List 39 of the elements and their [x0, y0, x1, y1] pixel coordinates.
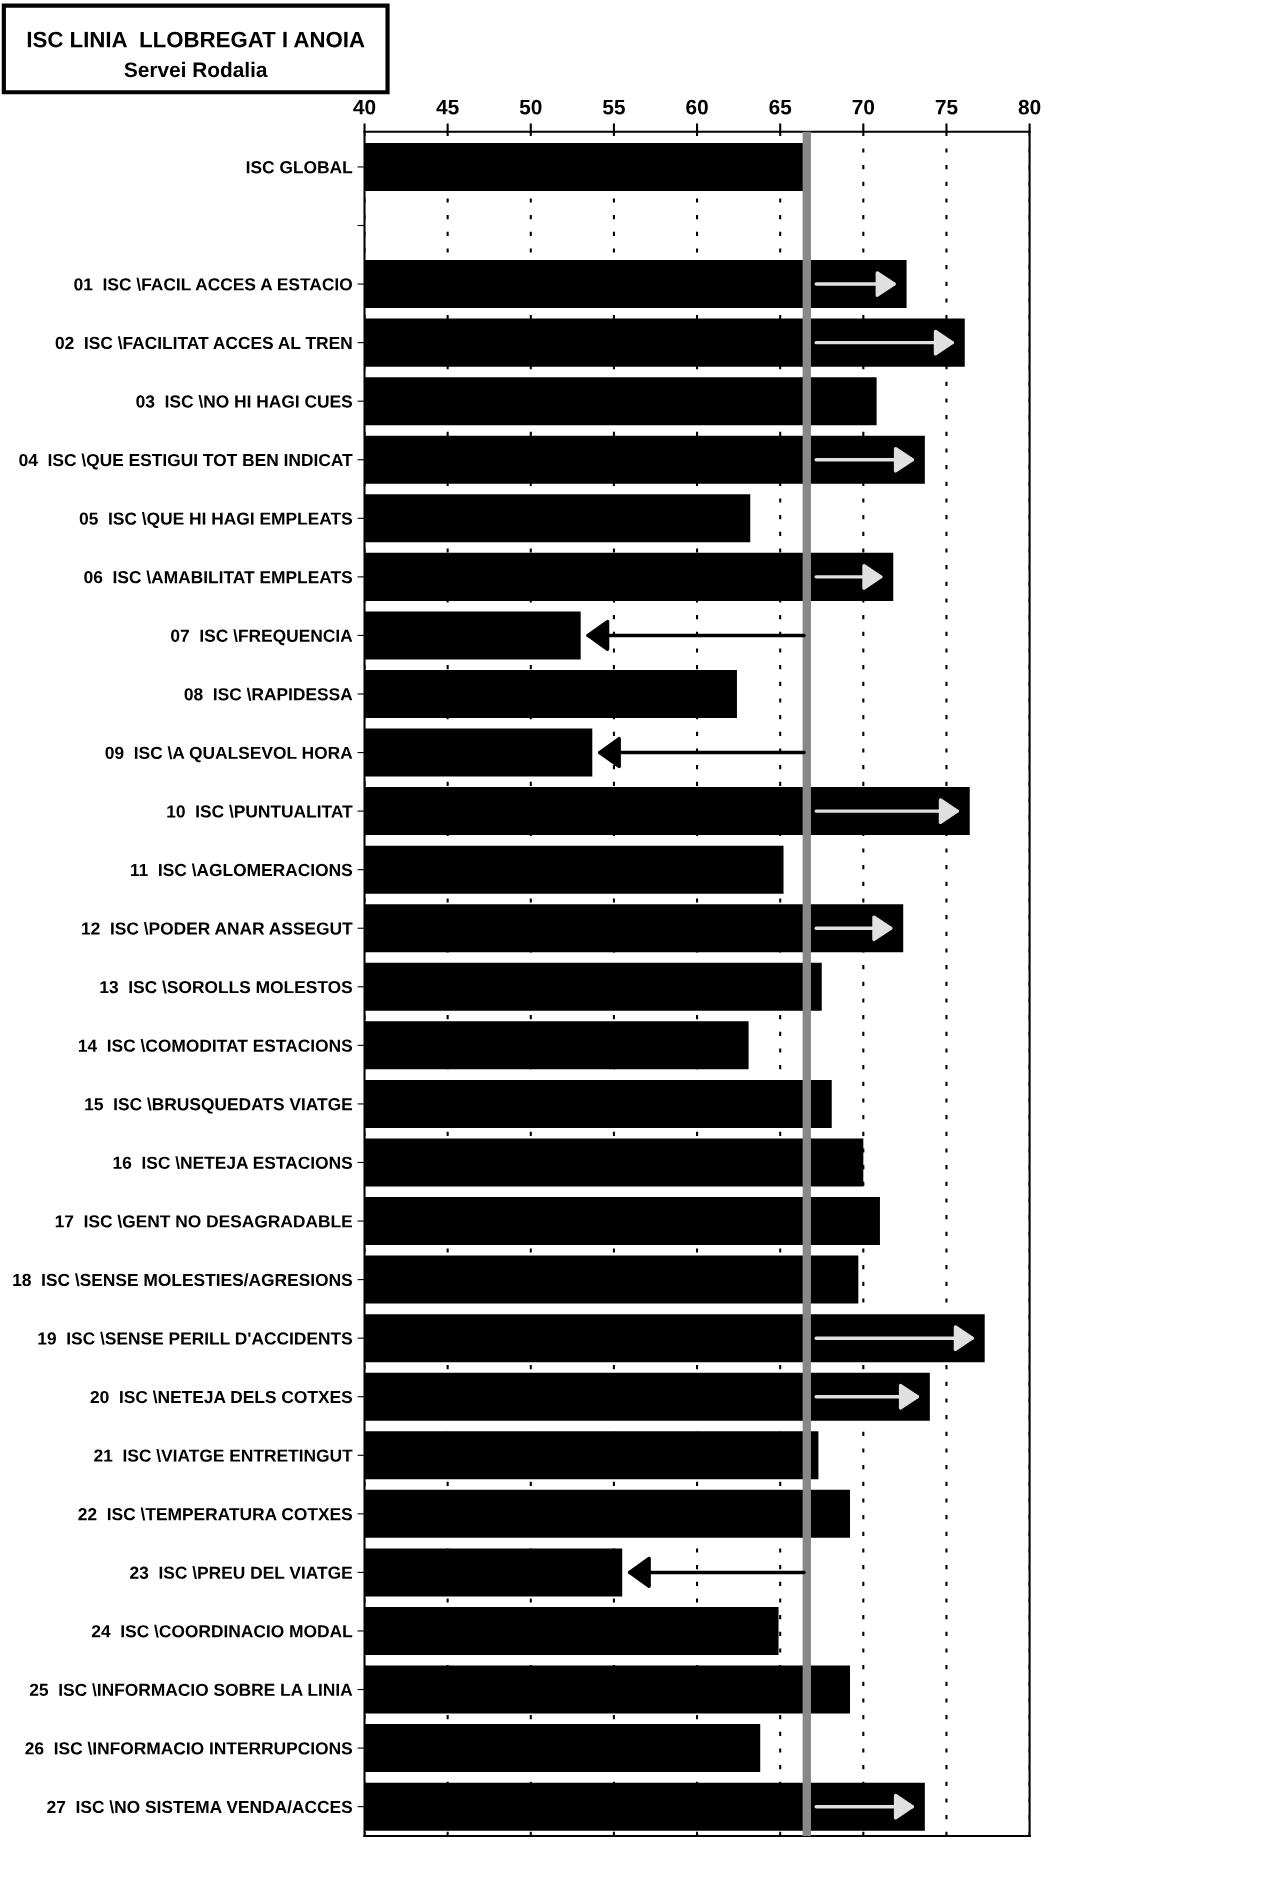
y-tick-label: 26 ISC \INFORMACIO INTERRUPCIONS: [25, 1741, 353, 1755]
y-tick-label: 17 ISC \GENT NO DESAGRADABLE: [55, 1214, 353, 1228]
x-tick-label: 40: [353, 99, 376, 115]
y-tick-label: 19 ISC \SENSE PERILL D'ACCIDENTS: [38, 1331, 353, 1345]
x-tick-label: 65: [769, 99, 792, 115]
y-tick-label: ISC GLOBAL: [246, 161, 353, 174]
x-tick-label: 75: [935, 99, 958, 115]
y-tick-label: 24 ISC \COORDINACIO MODAL: [91, 1624, 353, 1638]
y-tick-label: 12 ISC \PODER ANAR ASSEGUT: [82, 921, 353, 935]
y-tick-label: 03 ISC \NO HI HAGI CUES: [136, 394, 353, 408]
y-tick-label: 22 ISC \TEMPERATURA COTXES: [78, 1507, 353, 1521]
y-tick-label: 08 ISC \RAPIDESSA: [184, 687, 353, 701]
y-tick-label: 16 ISC \NETEJA ESTACIONS: [113, 1156, 353, 1170]
y-tick-label: 15 ISC \BRUSQUEDATS VIATGE: [85, 1097, 353, 1114]
y-tick-label: 23 ISC \PREU DEL VIATGE: [130, 1566, 353, 1580]
y-tick-label: 25 ISC \INFORMACIO SOBRE LA LINIA: [29, 1683, 353, 1697]
y-tick-label: 11 ISC \AGLOMERACIONS: [130, 863, 353, 877]
chart-title: ISC LINIA LLOBREGAT I ANOIA: [27, 31, 365, 48]
x-tick-label: 50: [519, 99, 542, 115]
y-tick-label: 21 ISC \VIATGE ENTRETINGUT: [94, 1448, 353, 1462]
y-tick-label: 13 ISC \SOROLLS MOLESTOS: [100, 980, 353, 994]
y-tick-label: 07 ISC \FREQUENCIA: [171, 629, 353, 646]
y-tick-label: 04 ISC \QUE ESTIGUI TOT BEN INDICAT: [19, 453, 353, 470]
x-tick-label: 80: [1018, 99, 1041, 115]
y-tick-label: 02 ISC \FACILITAT ACCES AL TREN: [55, 336, 352, 350]
x-tick-label: 55: [602, 99, 625, 115]
text: Servei Rodalia: [124, 61, 268, 78]
y-tick-label: 18 ISC \SENSE MOLESTIES/AGRESIONS: [13, 1273, 353, 1287]
y-tick-label: 06 ISC \AMABILITAT EMPLEATS: [84, 570, 353, 584]
x-tick-label: 70: [852, 99, 875, 115]
y-tick-label: 27 ISC \NO SISTEMA VENDA/ACCES: [47, 1800, 353, 1814]
x-tick-label: 60: [686, 99, 708, 115]
y-tick-label: 10 ISC \PUNTUALITAT: [167, 804, 353, 818]
y-tick-label: 20 ISC \NETEJA DELS COTXES: [90, 1390, 353, 1404]
y-tick-label: 14 ISC \COMODITAT ESTACIONS: [78, 1039, 353, 1052]
x-tick-label: 45: [436, 99, 459, 115]
y-tick-label: 01 ISC \FACIL ACCES A ESTACIO: [74, 277, 352, 291]
y-tick-label: 05 ISC \QUE HI HAGI EMPLEATS: [79, 512, 353, 529]
y-tick-label: 09 ISC \A QUALSEVOL HORA: [105, 746, 353, 763]
